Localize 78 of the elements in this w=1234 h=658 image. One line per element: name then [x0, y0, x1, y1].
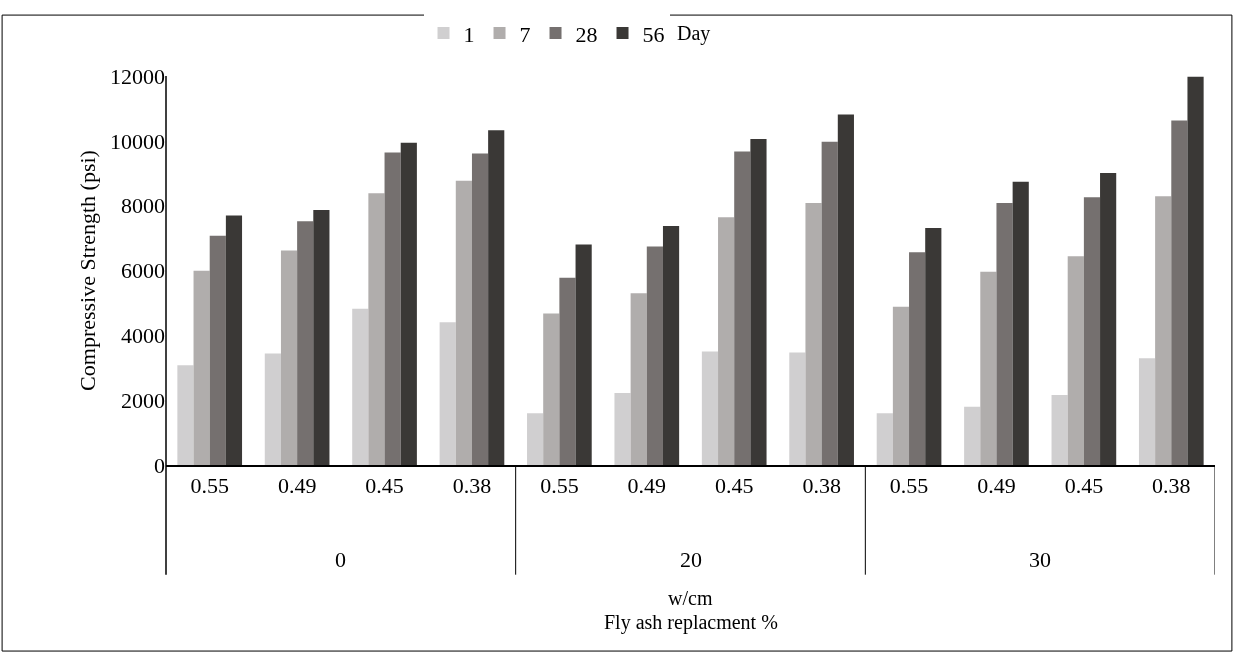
bar: [837, 114, 854, 465]
bar: [964, 406, 981, 465]
bar: [1012, 181, 1029, 465]
bar: [455, 180, 472, 465]
bar: [400, 142, 417, 465]
bar: [876, 413, 893, 465]
x-axis-title: w/cm: [668, 587, 713, 609]
x-tick-label: 0.45: [714, 473, 754, 499]
y-tick-label: 0: [154, 452, 165, 478]
bar: [701, 351, 719, 465]
x-tick-label: 0.38: [452, 473, 492, 499]
text: 30: [1029, 547, 1051, 572]
bar: [471, 153, 489, 465]
bar: [209, 235, 226, 465]
x-tick-label: 0.45: [1064, 473, 1104, 499]
x-tick-label: 0.38: [1152, 473, 1191, 499]
bar: [177, 365, 194, 465]
bar: [1051, 394, 1068, 465]
x-tick-label: 0.49: [277, 473, 317, 499]
bar: [368, 193, 385, 465]
bar: [575, 244, 592, 465]
text: 20: [680, 547, 702, 572]
bar: [662, 226, 680, 465]
legend-label: 7: [519, 21, 531, 47]
bar: [193, 270, 210, 465]
y-tick-label: 6000: [121, 258, 165, 284]
text: 0: [335, 547, 346, 572]
bar: [1083, 197, 1101, 465]
bar: [352, 308, 369, 465]
bar: [1067, 256, 1084, 465]
bar: [996, 203, 1013, 465]
bar: [734, 151, 751, 465]
y-tick-label: 12000: [110, 63, 165, 89]
bar: [718, 217, 735, 465]
bar: [543, 313, 560, 465]
bar: [313, 209, 330, 465]
text: Fly ash replacment %: [604, 611, 778, 634]
x-tick-label: 0.45: [365, 473, 404, 499]
bar: [1100, 172, 1117, 465]
bar: [925, 228, 942, 465]
bar: [909, 252, 926, 465]
bar: [384, 152, 401, 465]
bar: [1171, 120, 1188, 465]
bar: [805, 203, 822, 465]
y-tick-label: 2000: [121, 387, 165, 413]
legend-title: Day: [677, 22, 711, 45]
bar: [750, 138, 767, 465]
bar: [1187, 76, 1204, 465]
x-tick-label: 0.38: [802, 473, 841, 499]
bar: [297, 221, 314, 465]
x-tick-label: 0.49: [627, 473, 667, 499]
bar: [614, 393, 631, 465]
bar: [1155, 196, 1172, 465]
x-tick-label: 0.55: [889, 473, 929, 499]
x-tick-label: 0.55: [190, 473, 229, 499]
bar: [439, 322, 456, 465]
bar: [280, 250, 298, 465]
legend-label: 56: [642, 21, 665, 47]
bar: [630, 293, 647, 465]
legend-label: 1: [463, 21, 475, 47]
y-tick-label: 10000: [110, 128, 165, 154]
bar: [646, 246, 663, 465]
bar: [264, 353, 281, 465]
bar: [821, 141, 838, 465]
legend-label: 28: [575, 21, 598, 47]
bar: [1138, 358, 1156, 465]
bar: [225, 215, 243, 465]
x-tick-label: 0.49: [977, 473, 1016, 499]
bar: [527, 413, 544, 465]
bar: [980, 271, 997, 465]
y-tick-label: 8000: [121, 193, 165, 219]
bar: [789, 352, 806, 465]
x-tick-label: 0.55: [540, 473, 579, 499]
y-axis-title: Compressive Strength (psi): [74, 150, 100, 391]
y-tick-label: 4000: [121, 323, 165, 349]
bar: [488, 130, 505, 465]
bar: [892, 306, 910, 465]
bar: [559, 277, 576, 465]
